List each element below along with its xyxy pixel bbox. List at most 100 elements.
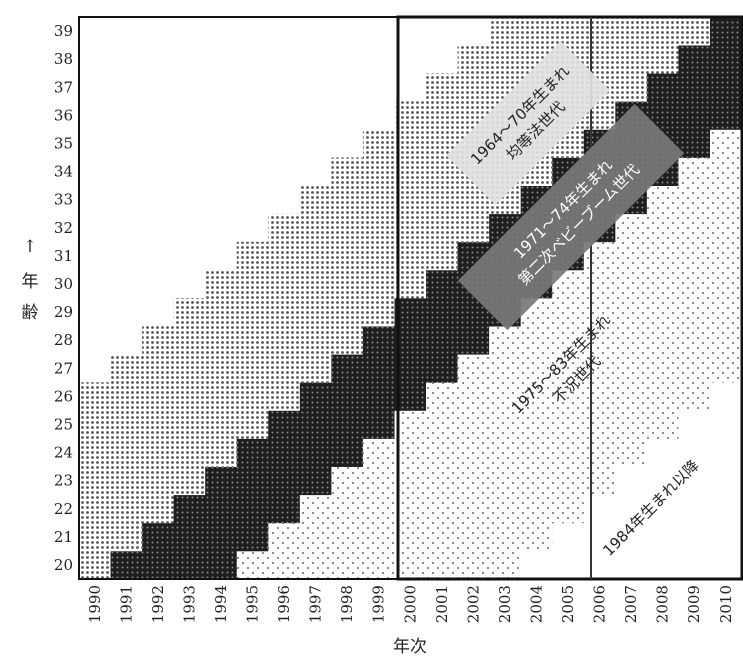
cell-1997-21	[299, 522, 332, 552]
cell-1990-23	[79, 466, 111, 496]
cell-1993-28	[173, 326, 206, 355]
cell-2001-22	[426, 494, 458, 524]
cell-1999-31	[362, 241, 395, 271]
cell-2004-39	[520, 17, 553, 46]
cell-2009-24	[678, 438, 711, 467]
cell-1993-22	[173, 494, 206, 524]
cell-2003-23	[489, 466, 522, 496]
cell-2002-28	[457, 326, 490, 355]
x-tick-1992: 1992	[149, 585, 167, 623]
y-tick-34: 34	[54, 163, 73, 181]
cell-1992-28	[142, 326, 175, 355]
cell-1992-26	[142, 382, 175, 411]
cell-1996-30	[268, 269, 301, 299]
cell-1998-22	[331, 494, 364, 524]
x-tick-2006: 2006	[591, 585, 609, 623]
cell-1994-21	[205, 522, 238, 552]
cell-2009-20	[678, 550, 711, 580]
cell-1996-24	[268, 438, 301, 467]
cell-2000-28	[394, 326, 427, 355]
x-tick-1996: 1996	[275, 585, 293, 623]
cell-1995-23	[236, 466, 269, 496]
cell-2006-39	[583, 17, 616, 46]
x-tick-1997: 1997	[307, 585, 325, 623]
cell-2007-23	[615, 466, 648, 496]
cell-2010-22	[710, 494, 742, 524]
cell-1997-29	[299, 298, 332, 327]
cell-2009-26	[678, 382, 711, 411]
cell-1998-33	[331, 185, 364, 215]
cell-1998-20	[331, 550, 364, 580]
cell-2002-22	[457, 494, 490, 524]
cell-2005-26	[552, 382, 585, 411]
cell-2009-34	[678, 157, 711, 186]
cell-2005-39	[552, 17, 585, 46]
cell-1999-26	[362, 382, 395, 411]
cell-2007-24	[615, 438, 648, 467]
y-tick-23: 23	[54, 472, 73, 490]
cell-1996-29	[268, 298, 301, 327]
cell-2005-20	[552, 550, 585, 580]
cell-1999-20	[362, 550, 395, 580]
cell-2007-28	[615, 326, 648, 355]
cell-1990-21	[79, 522, 111, 552]
cell-2010-24	[710, 438, 742, 467]
cell-1999-35	[362, 129, 395, 158]
cell-2009-23	[678, 466, 711, 496]
cell-1997-26	[299, 382, 332, 411]
cell-2000-30	[394, 269, 427, 299]
cell-2009-29	[678, 298, 711, 327]
cell-2007-31	[615, 241, 648, 271]
cell-2010-28	[710, 326, 742, 355]
cell-1997-23	[299, 466, 332, 496]
cell-2007-21	[615, 522, 648, 552]
cell-2010-20	[710, 550, 742, 580]
cell-2001-34	[426, 157, 458, 186]
cell-2010-32	[710, 213, 742, 243]
cell-2008-20	[646, 550, 679, 580]
x-tick-1993: 1993	[180, 585, 198, 623]
cell-1994-20	[205, 550, 238, 580]
cell-2009-38	[678, 45, 711, 74]
cell-2000-35	[394, 129, 427, 158]
cell-2005-29	[552, 298, 585, 327]
cell-2000-32	[394, 213, 427, 243]
cell-2009-31	[678, 241, 711, 271]
cell-1998-34	[331, 157, 364, 186]
cell-1999-23	[362, 466, 395, 496]
cell-2010-33	[710, 185, 742, 215]
y-tick-39: 39	[54, 22, 73, 40]
cell-1998-25	[331, 410, 364, 439]
y-tick-30: 30	[54, 275, 73, 293]
cell-2008-24	[646, 438, 679, 467]
y-tick-27: 27	[54, 359, 73, 377]
cell-2007-20	[615, 550, 648, 580]
cell-2008-28	[646, 326, 679, 355]
x-tick-2008: 2008	[654, 585, 672, 623]
cell-2009-22	[678, 494, 711, 524]
cell-1997-20	[299, 550, 332, 580]
cell-2000-29	[394, 298, 427, 327]
cell-2008-37	[646, 73, 679, 102]
cell-1992-22	[142, 494, 175, 524]
cell-2010-38	[710, 45, 742, 74]
cell-2004-23	[520, 466, 553, 496]
cell-2010-36	[710, 101, 742, 130]
cell-1994-24	[205, 438, 238, 467]
y-tick-25: 25	[54, 416, 73, 434]
cell-1998-23	[331, 466, 364, 496]
y-tick-38: 38	[54, 50, 73, 68]
cell-2006-30	[583, 269, 616, 299]
cell-1990-20	[79, 550, 111, 580]
cell-1997-24	[299, 438, 332, 467]
cell-1995-30	[236, 269, 269, 299]
cell-2007-25	[615, 410, 648, 439]
cell-2000-36	[394, 101, 427, 130]
cell-2007-30	[615, 269, 648, 299]
cell-1997-33	[299, 185, 332, 215]
cell-1994-27	[205, 354, 238, 383]
cell-2001-37	[426, 73, 458, 102]
cell-2001-32	[426, 213, 458, 243]
cell-1997-31	[299, 241, 332, 271]
cell-2008-25	[646, 410, 679, 439]
